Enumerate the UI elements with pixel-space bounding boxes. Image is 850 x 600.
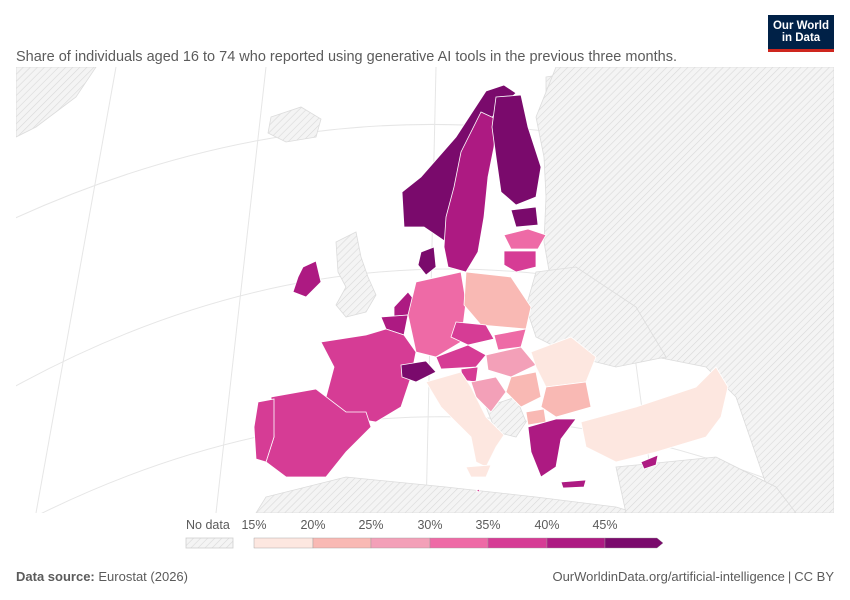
color-legend: No data 15% 20% 25% 30% 35% 40% 45% (185, 518, 664, 549)
countries (253, 84, 729, 493)
country-italy (425, 371, 505, 468)
country-austria (435, 344, 487, 370)
legend-tick-45: 45% (592, 518, 617, 532)
country-serbia (505, 371, 542, 408)
country-denmark (417, 246, 437, 276)
country-bulgaria (540, 381, 592, 418)
country-hungary (485, 346, 537, 378)
country-czechia (450, 321, 495, 346)
greenland-region (16, 67, 97, 138)
footer-separator: | (787, 569, 792, 584)
country-malta (475, 488, 481, 493)
legend-tick-20: 20% (300, 518, 325, 532)
country-portugal (253, 398, 275, 463)
europe-map (16, 67, 834, 513)
country-latvia (503, 228, 547, 250)
topic-link[interactable]: OurWorldinData.org/artificial-intelligen… (552, 569, 785, 584)
country-germany (407, 271, 467, 358)
iceland-region (267, 106, 322, 143)
data-source-value[interactable]: Eurostat (2026) (98, 569, 188, 584)
north-africa-region (255, 476, 637, 513)
uk-region (335, 231, 377, 318)
country-ireland (292, 260, 322, 298)
legend-tick-30: 30% (417, 518, 442, 532)
owid-logo[interactable]: Our World in Data (768, 15, 834, 52)
legend-tick-25: 25% (358, 518, 383, 532)
legend-tick-15: 15% (241, 518, 266, 532)
country-greece (527, 418, 577, 478)
legend-bin-30-35 (429, 537, 489, 549)
logo-line-1: Our World (772, 20, 829, 32)
legend-bin-15-20 (253, 537, 314, 549)
country-cyprus (640, 454, 659, 470)
legend-no-data-swatch (185, 537, 234, 549)
legend-bin-25-30 (370, 537, 431, 549)
footer-links: OurWorldinData.org/artificial-intelligen… (552, 569, 834, 584)
legend-no-data-label: No data (186, 518, 230, 532)
country-switzerland (400, 360, 437, 383)
chart-subtitle: Share of individuals aged 16 to 74 who r… (16, 49, 677, 65)
middle-east-region (615, 456, 797, 513)
data-source-label: Data source: (16, 569, 95, 584)
legend-bin-35-40 (487, 537, 548, 549)
country-lithuania (503, 250, 537, 273)
legend-bin-20-25 (312, 537, 372, 549)
country-sicily (465, 464, 492, 478)
legend-bin-45-plus (604, 537, 664, 549)
country-finland (491, 94, 542, 206)
data-source: Data source: Eurostat (2026) (16, 569, 188, 584)
legend-bin-40-45 (546, 537, 606, 549)
legend-tick-35: 35% (475, 518, 500, 532)
country-crete (560, 479, 587, 489)
country-france (320, 328, 417, 423)
legend-tick-40: 40% (534, 518, 559, 532)
license-link[interactable]: CC BY (794, 569, 834, 584)
logo-line-2: in Data (781, 32, 821, 44)
country-turkey (580, 366, 729, 463)
country-estonia (510, 206, 539, 228)
